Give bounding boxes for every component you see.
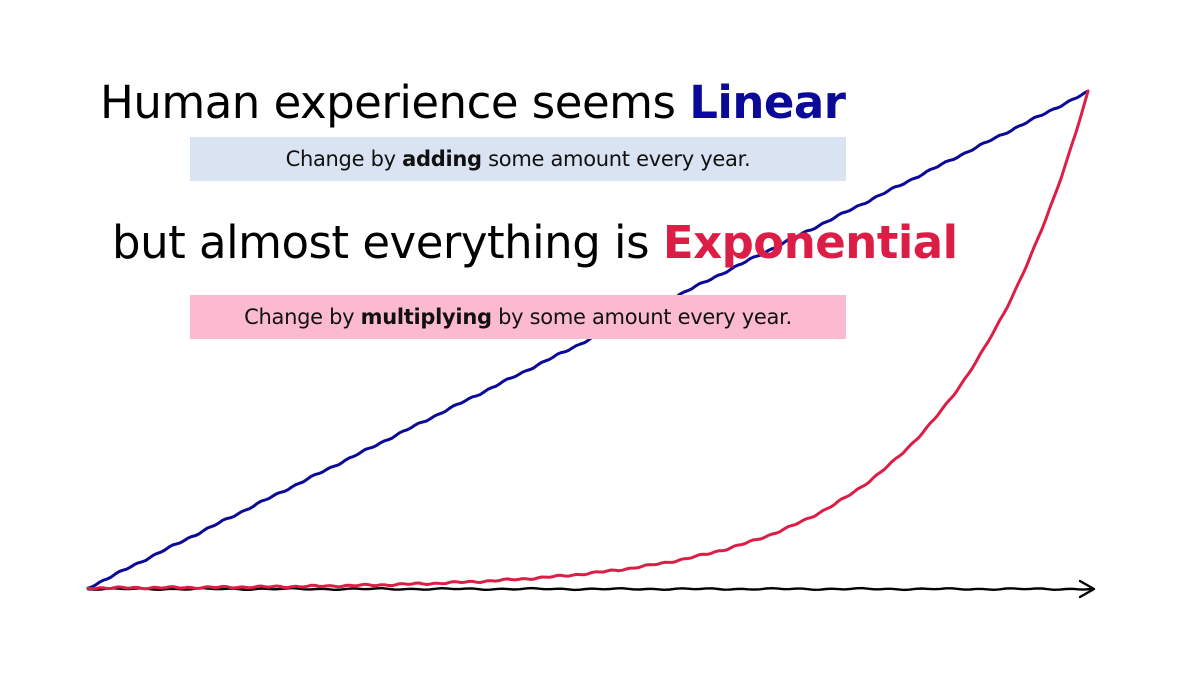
x-axis-arrowhead xyxy=(1078,579,1096,599)
linear-keyword: Linear xyxy=(689,76,846,129)
linear-curve xyxy=(86,89,1090,590)
exponential-heading-prefix: but almost everything is xyxy=(112,216,663,269)
exponential-heading: but almost everything is Exponential xyxy=(112,220,958,265)
exponential-caption-keyword: multiplying xyxy=(360,305,492,329)
exponential-keyword: Exponential xyxy=(662,216,958,269)
linear-caption-suffix: some amount every year. xyxy=(481,147,751,171)
exponential-caption-suffix: by some amount every year. xyxy=(491,305,792,329)
series-layer xyxy=(86,89,1090,591)
exponential-caption-box: Change by multiplying by some amount eve… xyxy=(190,295,846,339)
x-axis xyxy=(86,579,1096,599)
linear-caption-keyword: adding xyxy=(402,147,482,171)
linear-heading-prefix: Human experience seems xyxy=(100,76,690,129)
linear-caption-prefix: Change by xyxy=(285,147,403,171)
linear-heading: Human experience seems Linear xyxy=(100,80,846,125)
x-axis-line xyxy=(86,586,1092,592)
linear-caption-box: Change by adding some amount every year. xyxy=(190,137,846,181)
exponential-caption-prefix: Change by xyxy=(244,305,361,329)
exponential-curve xyxy=(86,89,1090,591)
